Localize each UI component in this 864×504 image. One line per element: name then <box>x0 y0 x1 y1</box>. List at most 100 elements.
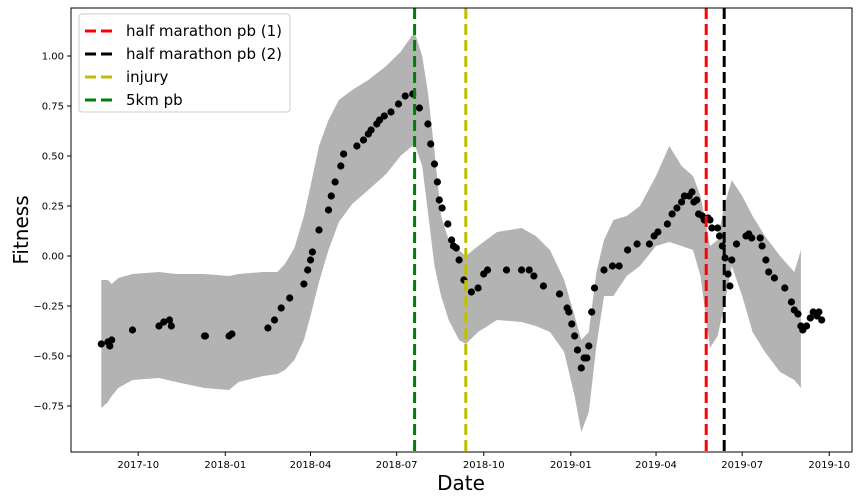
data-point <box>600 266 608 274</box>
data-point <box>715 232 724 240</box>
data-point <box>726 282 734 290</box>
data-point <box>128 326 137 334</box>
data-point <box>331 178 339 186</box>
data-point <box>673 204 681 212</box>
data-point <box>590 284 599 292</box>
data-point <box>818 316 826 324</box>
data-point <box>483 266 492 274</box>
uncertainty-band-layer <box>101 32 801 432</box>
uncertainty-band <box>101 32 801 432</box>
data-point <box>401 92 409 100</box>
data-point <box>654 228 662 236</box>
data-point <box>803 322 811 330</box>
x-ticks: 2017-10 2018-01 2018-04 2018-07 2018-10 2019-… <box>117 452 850 471</box>
data-point <box>394 100 403 108</box>
x-tick-label: 2018-04 <box>290 460 332 471</box>
data-point <box>577 364 585 372</box>
data-point <box>315 226 323 234</box>
data-point <box>728 256 736 264</box>
data-point <box>300 280 308 288</box>
data-point <box>106 342 114 350</box>
data-point <box>781 284 789 292</box>
data-point <box>633 240 641 248</box>
data-points-layer <box>97 90 826 372</box>
data-point <box>327 192 335 200</box>
x-tick-label: 2018-07 <box>376 460 418 471</box>
data-point <box>565 308 573 316</box>
data-point <box>571 332 579 340</box>
data-point <box>228 330 236 338</box>
data-point <box>430 160 439 168</box>
y-axis-label: Fitness <box>9 195 33 264</box>
data-point <box>706 216 714 224</box>
x-tick-label: 2019-01 <box>550 460 592 471</box>
y-tick-label: 0.75 <box>42 102 64 113</box>
data-point <box>555 290 564 298</box>
legend-label: half marathon pb (1) <box>126 22 282 40</box>
data-point <box>714 224 722 232</box>
data-point <box>663 220 672 228</box>
data-point <box>568 320 576 328</box>
data-point <box>467 288 475 296</box>
data-point <box>424 120 432 128</box>
data-point <box>435 196 443 204</box>
x-tick-label: 2019-07 <box>721 460 763 471</box>
data-point <box>324 206 333 214</box>
data-point <box>770 274 779 282</box>
data-point <box>758 242 766 250</box>
data-point <box>270 316 279 324</box>
y-tick-label: −0.25 <box>33 302 64 313</box>
data-point <box>724 270 732 278</box>
data-point <box>264 324 272 332</box>
data-point <box>433 178 441 186</box>
data-point <box>306 256 315 264</box>
data-point <box>608 262 617 270</box>
data-point <box>794 310 802 318</box>
y-tick-label: 0.00 <box>42 252 64 263</box>
data-point <box>427 140 435 148</box>
y-ticks: −0.75 −0.50 −0.25 0.00 0.25 0.50 0.75 1.00 <box>33 52 71 413</box>
data-point <box>380 112 388 120</box>
data-point <box>787 298 796 306</box>
data-point <box>718 242 726 250</box>
data-point <box>539 282 548 290</box>
data-point <box>732 240 741 248</box>
data-point <box>748 234 756 242</box>
data-point <box>502 266 511 274</box>
x-tick-label: 2019-10 <box>808 460 850 471</box>
data-point <box>448 236 456 244</box>
plot-frame <box>70 7 853 453</box>
data-point <box>201 332 209 340</box>
data-point <box>765 268 773 276</box>
event-lines-layer <box>413 8 726 452</box>
data-point <box>367 126 375 134</box>
data-point <box>108 336 116 344</box>
y-tick-label: −0.50 <box>33 352 64 363</box>
data-point <box>337 162 345 170</box>
data-point <box>444 220 452 228</box>
data-point <box>438 204 446 212</box>
data-point <box>165 316 174 324</box>
legend-label: injury <box>126 68 169 86</box>
x-axis-label: Date <box>437 471 485 495</box>
x-tick-label: 2018-01 <box>204 460 246 471</box>
data-point <box>756 234 764 242</box>
data-point <box>815 308 823 316</box>
data-point <box>588 308 596 316</box>
x-tick-label: 2019-04 <box>635 460 677 471</box>
data-point <box>583 354 591 362</box>
data-point <box>277 304 285 312</box>
data-point <box>474 284 482 292</box>
data-point <box>160 318 168 326</box>
data-point <box>452 244 460 252</box>
data-point <box>806 314 814 322</box>
data-point <box>308 248 316 256</box>
data-point <box>455 256 463 264</box>
data-point <box>97 340 105 348</box>
data-point <box>688 188 696 196</box>
legend-label: 5km pb <box>126 91 183 109</box>
legend-label: half marathon pb (2) <box>126 45 282 63</box>
data-point <box>708 224 716 232</box>
data-point <box>693 196 701 204</box>
